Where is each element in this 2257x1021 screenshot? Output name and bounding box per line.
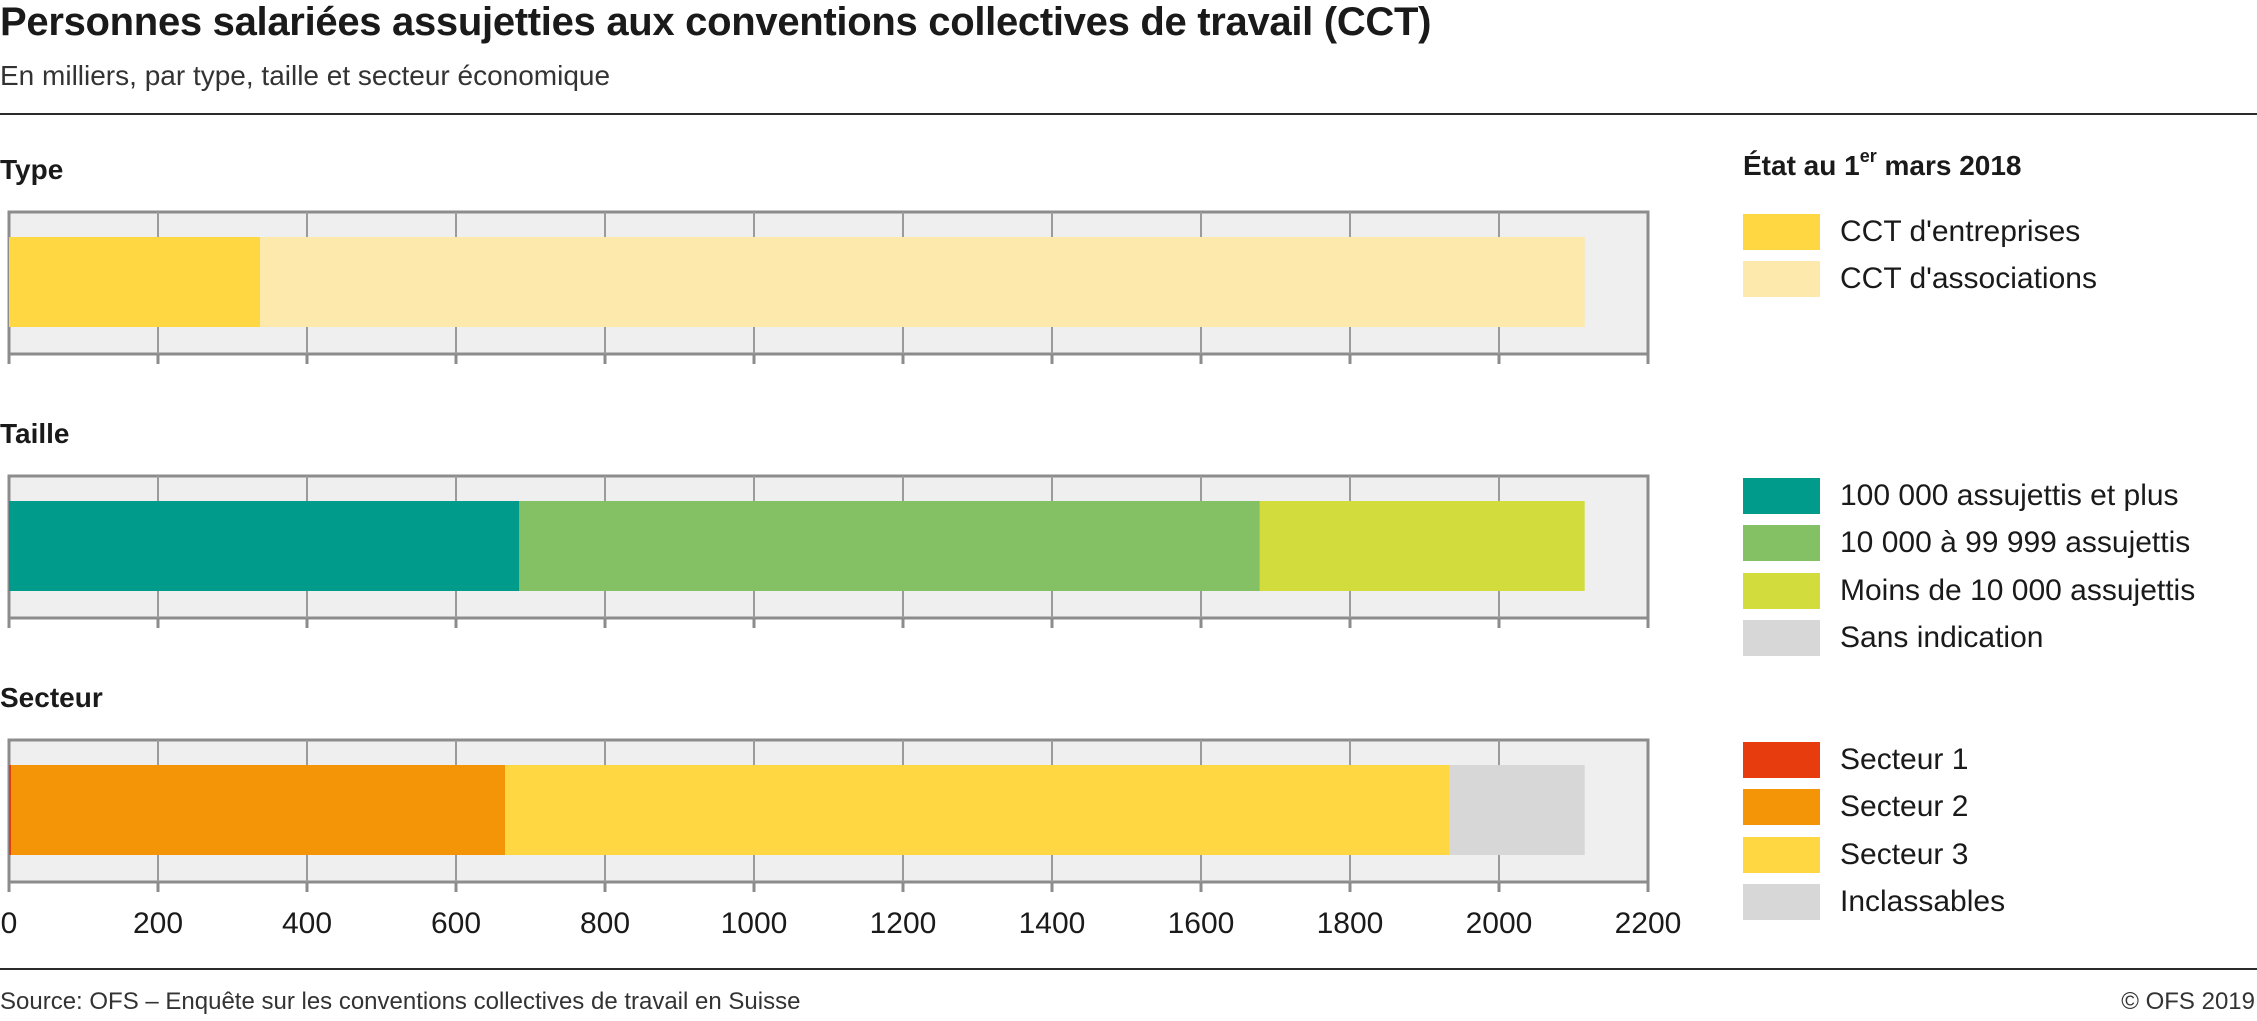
bar-segment (9, 765, 12, 855)
legend-label: CCT d'entreprises (1840, 215, 2081, 248)
legend-swatch (1743, 619, 1820, 656)
legend-swatch (1743, 883, 1820, 920)
legend-swatch (1743, 261, 1820, 298)
chart-title: Personnes salariées assujetties aux conv… (0, 0, 1432, 44)
x-tick-label: 1400 (1019, 907, 1086, 940)
stacked-bar-chart: Type Taille Secteur 0 200 400 600 800 1000 1200 14… (0, 154, 1682, 940)
copyright: © OFS 2019 (2121, 988, 2255, 1015)
legend-label: Secteur 1 (1840, 743, 1969, 776)
legend-label: Secteur 3 (1840, 837, 1969, 871)
legend-swatch (1743, 789, 1820, 826)
legend-label: 10 000 à 99 999 assujettis (1840, 526, 2191, 560)
legend-swatch (1743, 836, 1820, 873)
x-tick-label: 1200 (870, 907, 937, 940)
legend-label: Moins de 10 000 assujettis (1840, 573, 2196, 607)
bar-segment (9, 501, 520, 591)
x-tick-label: 1800 (1317, 907, 1384, 940)
legend-title-suffix: mars 2018 (1876, 150, 2022, 181)
bar-segment (505, 765, 1450, 855)
panel-label-type: Type (0, 154, 63, 185)
legend-label: 100 000 assujettis et plus (1840, 479, 2179, 512)
legend-label: Secteur 2 (1840, 790, 1969, 824)
bar-segment (519, 501, 1260, 591)
x-tick-label: 1600 (1168, 907, 1235, 940)
x-tick-label: 400 (282, 907, 332, 940)
source-note: Source: OFS – Enquête sur les convention… (0, 988, 801, 1015)
x-tick-label: 600 (431, 907, 481, 940)
panel-label-secteur: Secteur (0, 682, 103, 713)
top-divider (0, 113, 2257, 115)
x-tick-label: 2200 (1615, 907, 1682, 940)
x-tick-label: 0 (1, 907, 18, 940)
legend-label: Sans indication (1840, 620, 2044, 654)
legend-swatch (1743, 525, 1820, 562)
bar-segment (9, 237, 261, 327)
bar-segment (1449, 765, 1585, 855)
legend-label: CCT d'associations (1840, 262, 2097, 296)
x-tick-label: 800 (580, 907, 630, 940)
legend-swatch (1743, 572, 1820, 609)
bar-segment (260, 237, 1585, 327)
x-tick-label: 2000 (1466, 907, 1533, 940)
panel-label-taille: Taille (0, 418, 70, 449)
bar-segment (11, 765, 506, 855)
x-tick-label: 1000 (721, 907, 788, 940)
bottom-divider (0, 968, 2257, 970)
legend-swatch (1743, 478, 1820, 514)
legend-title-prefix: État au 1 (1743, 150, 1860, 181)
x-tick-label: 200 (133, 907, 183, 940)
legend-title-sup: er (1859, 146, 1877, 166)
legend-swatch (1743, 214, 1820, 250)
bar-segment (1259, 501, 1585, 591)
legend-title: État au 1er mars 2018 (1743, 146, 2022, 182)
legend-label: Inclassables (1840, 884, 2006, 918)
chart-subtitle: En milliers, par type, taille et secteur… (0, 60, 611, 91)
legend-swatch (1743, 742, 1820, 778)
